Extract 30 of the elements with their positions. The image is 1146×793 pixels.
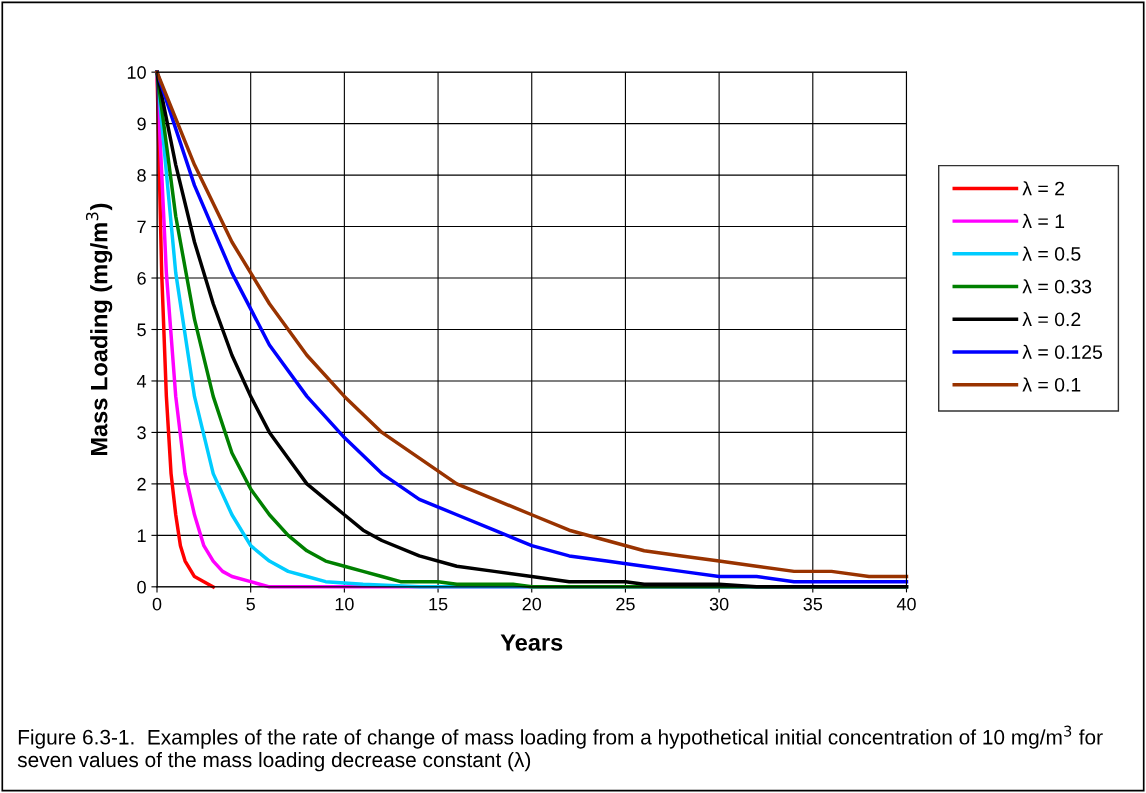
y-tick-label: 3 bbox=[137, 426, 146, 440]
legend-label: λ = 0.5 bbox=[1022, 246, 1081, 261]
x-tick-label: 25 bbox=[616, 597, 635, 611]
legend-label: λ = 0.125 bbox=[1022, 344, 1103, 359]
legend-label: λ = 1 bbox=[1022, 213, 1065, 228]
legend-label: λ = 2 bbox=[1022, 181, 1065, 196]
y-tick-label: 0 bbox=[137, 580, 146, 594]
x-axis-title: Years bbox=[500, 634, 563, 651]
text: Figure 6.3-1. Examples of the rate of change of mass loading from a hypothetical initial concentration of 10 mg/m$^{3}$ for seven values of the mass loading decrease constant (λ) bbox=[17, 725, 1103, 772]
y-tick-label: 4 bbox=[136, 375, 147, 388]
legend-label: λ = 0.33 bbox=[1022, 279, 1092, 294]
x-tick-label: 40 bbox=[896, 597, 916, 611]
x-tick-label: 0 bbox=[152, 597, 162, 611]
x-tick-label: 10 bbox=[335, 597, 354, 611]
y-tick-label: 9 bbox=[137, 117, 146, 131]
y-tick-label: 5 bbox=[137, 323, 146, 337]
y-tick-label: 7 bbox=[137, 220, 146, 234]
x-tick-label: 35 bbox=[803, 597, 823, 611]
y-tick-label: 8 bbox=[137, 169, 146, 182]
y-tick-label: 2 bbox=[137, 477, 146, 491]
y-tick-label: 10 bbox=[127, 66, 146, 79]
x-tick-label: 30 bbox=[709, 597, 729, 611]
legend-label: λ = 0.2 bbox=[1022, 311, 1081, 327]
y-tick-label: 1 bbox=[137, 529, 146, 542]
y-axis-title: Mass Loading (mg/m$^{3}$) bbox=[85, 203, 113, 456]
x-tick-label: 5 bbox=[246, 597, 255, 611]
x-tick-label: 15 bbox=[429, 597, 448, 611]
y-tick-label: 6 bbox=[137, 271, 146, 285]
legend-label: λ = 0.1 bbox=[1022, 377, 1081, 392]
x-tick-label: 20 bbox=[522, 597, 542, 611]
